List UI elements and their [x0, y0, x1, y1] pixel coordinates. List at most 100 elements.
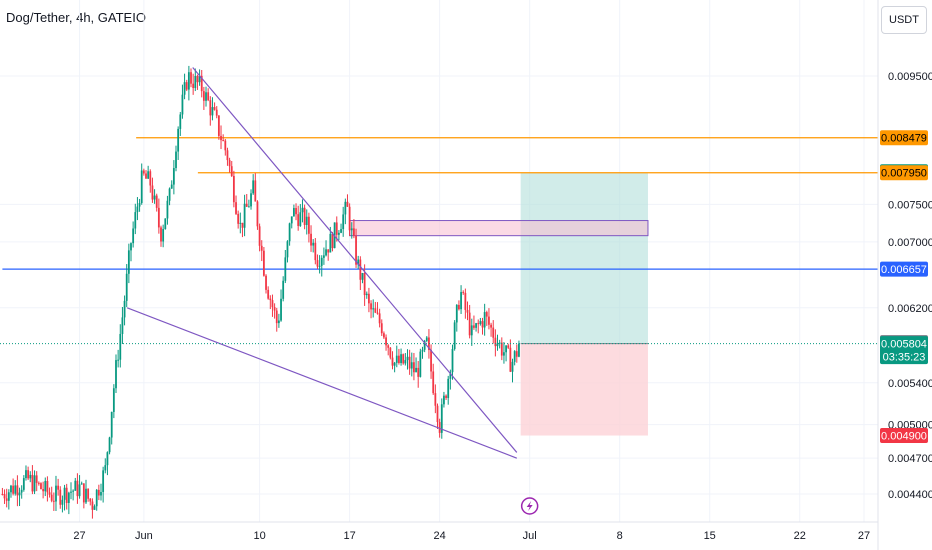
- candle-body: [202, 91, 205, 101]
- candle-body: [513, 351, 516, 362]
- candle-body: [149, 171, 152, 186]
- candle-body: [355, 235, 357, 265]
- candle-body: [256, 201, 259, 227]
- candle-body: [168, 188, 171, 201]
- candle-body: [344, 201, 347, 215]
- candle-body: [250, 193, 252, 207]
- candle-body: [140, 170, 143, 204]
- x-tick-label: Jul: [523, 530, 537, 542]
- candle-body: [346, 201, 349, 207]
- candle-body: [104, 465, 107, 471]
- candle-body: [119, 333, 122, 360]
- candle-body: [380, 323, 383, 334]
- candle-body: [331, 233, 334, 249]
- candle-body: [327, 249, 330, 253]
- candle-body: [162, 229, 165, 242]
- lightning-icon[interactable]: [520, 497, 539, 515]
- candle-body: [488, 316, 490, 325]
- candle-body: [12, 485, 15, 494]
- candle-body: [82, 483, 85, 503]
- candle-body: [247, 206, 250, 208]
- candle-body: [325, 249, 327, 256]
- candle-body: [157, 207, 160, 228]
- candle-body: [277, 320, 280, 324]
- candle-body: [110, 411, 113, 438]
- candle-body: [172, 168, 175, 185]
- candle-body: [87, 488, 90, 499]
- candle-body: [239, 222, 242, 224]
- candle-body: [305, 216, 308, 225]
- candle-body: [363, 272, 366, 296]
- candle-body: [460, 292, 462, 310]
- candle-body: [485, 312, 488, 317]
- candle-body: [196, 76, 199, 83]
- candle-body: [181, 94, 184, 115]
- candle-body: [200, 75, 203, 92]
- candle-body: [290, 216, 293, 224]
- currency-button[interactable]: USDT: [881, 6, 927, 34]
- candle-body: [348, 206, 351, 231]
- candle-body: [185, 82, 188, 90]
- candle-body: [275, 310, 278, 324]
- price-axis-label-bg: [880, 165, 928, 181]
- x-tick-label: 27: [858, 530, 870, 542]
- candle-body: [515, 351, 518, 357]
- candle-body: [76, 480, 79, 497]
- candle-body: [67, 492, 70, 503]
- y-tick-label: 0.007000: [888, 237, 932, 249]
- candle-body: [205, 92, 207, 101]
- candle-body: [63, 487, 66, 500]
- candle-body: [130, 243, 132, 251]
- candle-body: [398, 355, 400, 364]
- candle-body: [503, 352, 505, 356]
- candle-body: [117, 359, 120, 361]
- candle-body: [252, 180, 255, 194]
- candle-body: [417, 367, 420, 377]
- candle-body: [16, 485, 19, 496]
- candle-body: [151, 185, 154, 200]
- price-axis-label: 0.007950: [880, 165, 928, 181]
- price-axis-label-text: 0.004900: [881, 431, 927, 443]
- candle-body: [323, 255, 325, 258]
- trend-line[interactable]: [192, 67, 518, 453]
- candle-body: [192, 83, 195, 89]
- candle-body: [74, 480, 77, 491]
- target-zone[interactable]: [520, 172, 648, 344]
- candle-body: [372, 308, 375, 310]
- candle-body: [479, 321, 482, 324]
- stop-zone[interactable]: [520, 343, 648, 436]
- candle-body: [419, 351, 422, 377]
- candle-body: [18, 492, 21, 496]
- candle-body: [70, 491, 72, 493]
- candle-body: [458, 304, 460, 310]
- candle-body: [237, 213, 240, 224]
- x-tick-label: 8: [617, 530, 623, 542]
- trend-line[interactable]: [126, 307, 518, 459]
- x-tick-label: 27: [73, 530, 85, 542]
- candle-body: [215, 109, 218, 116]
- y-tick-label: 0.007500: [888, 199, 932, 211]
- candle-body: [357, 259, 360, 265]
- candle-body: [423, 340, 426, 350]
- candle-body: [61, 499, 64, 505]
- supply-zone-rect[interactable]: [349, 220, 649, 237]
- candle-body: [490, 324, 492, 328]
- candle-body: [142, 170, 145, 174]
- candle-body: [350, 228, 353, 231]
- candle-body: [316, 260, 319, 267]
- candle-body: [342, 214, 345, 230]
- candle-body: [286, 241, 289, 258]
- candle-body: [421, 349, 424, 352]
- candle-body: [284, 257, 287, 281]
- candle-body: [177, 128, 180, 152]
- candle-body: [434, 393, 437, 406]
- candle-body: [194, 76, 197, 89]
- candle-body: [3, 494, 6, 499]
- candle-body: [65, 487, 68, 503]
- candle-body: [436, 405, 439, 423]
- candle-body: [483, 312, 486, 328]
- candle-body: [115, 360, 117, 389]
- candle-body: [59, 489, 62, 505]
